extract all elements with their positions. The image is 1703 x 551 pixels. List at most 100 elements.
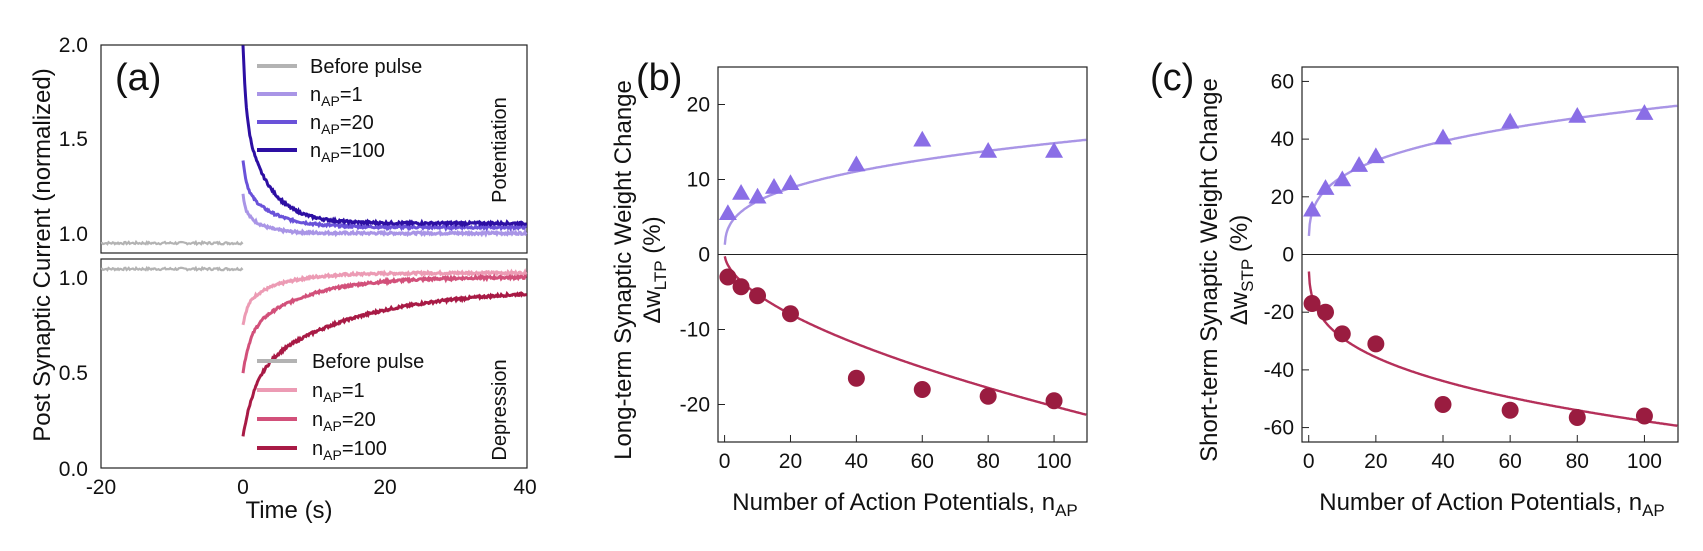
panel-b-xlabel: Number of Action Potentials, nAP [732, 489, 1078, 520]
legend-nap-20: nAP=20 [310, 112, 374, 137]
data-point-circle [1568, 408, 1586, 426]
legend-nap-100: nAP=100 [310, 140, 385, 165]
data-point-triangle [1501, 112, 1520, 129]
data-point-circle [781, 305, 799, 323]
data-point-triangle [1303, 200, 1322, 217]
data-point-triangle [1045, 142, 1064, 158]
percent-unit: (%) [639, 216, 666, 260]
panel-a-xticks: -20 0 20 40 [86, 476, 537, 499]
x-tick-label: 80 [1566, 450, 1589, 473]
data-point-circle [847, 369, 865, 387]
xlabel-text: Number of Action Potentials, n [1319, 489, 1642, 516]
data-point-triangle [1635, 104, 1654, 120]
data-point-circle [1333, 325, 1351, 343]
panel-a-bottom-ytick: 0.5 [59, 362, 88, 385]
y-tick-label: -40 [1264, 359, 1294, 382]
data-point-triangle [1434, 128, 1452, 145]
trace-nap-1 [241, 268, 528, 326]
x-tick-label: 60 [911, 450, 934, 473]
panel-a-bottom-plot: 1.0 0.5 0.0 Depression Before pulse nAP=… [59, 258, 528, 481]
delta-w-symbol: Δw [1226, 291, 1253, 325]
panel-a: Post Synaptic Current (normalized) Time … [29, 34, 537, 524]
panel-a-xtick: -20 [86, 476, 116, 499]
data-point-triangle [913, 130, 932, 147]
y-tick-label: 0 [1282, 244, 1294, 267]
panel-c-plot: 60 40 20 0 -20 -40 -60 0 20 40 60 80 100 [1264, 70, 1678, 473]
data-point-circle [979, 387, 997, 405]
data-point-circle [1434, 396, 1452, 413]
panel-c-xlabel: Number of Action Potentials, nAP [1319, 489, 1665, 520]
panel-a-ylabel: Post Synaptic Current (normalized) [29, 68, 56, 441]
panel-a-bottom-legend: Before pulse nAP=1 nAP=20 nAP=100 [257, 351, 424, 463]
panel-a-xlabel: Time (s) [245, 497, 332, 524]
y-tick-label: -20 [1264, 301, 1294, 324]
panel-a-top-ytick: 1.5 [59, 128, 88, 151]
y-tick-label: 10 [687, 169, 710, 192]
ltp-subscript: LTP [651, 260, 670, 290]
trace-nap-100 [241, 290, 527, 437]
panel-b-label: (b) [636, 57, 682, 99]
data-point-triangle [718, 204, 737, 220]
data-point-triangle [1350, 156, 1369, 172]
fit-curve-stp- [1307, 271, 1678, 427]
x-tick-label: 40 [1431, 450, 1454, 473]
x-tick-label: 100 [1037, 450, 1072, 473]
ap-subscript: AP [1055, 501, 1078, 520]
data-point-circle [749, 287, 767, 305]
x-tick-label: 80 [976, 450, 999, 473]
y-tick-label: -20 [680, 394, 710, 417]
panel-a-bottom-series [100, 265, 528, 437]
y-tick-label: 0 [698, 244, 710, 267]
panel-c-label: (c) [1150, 57, 1194, 99]
panel-a-top-frame [100, 44, 528, 254]
trace-nap-20 [241, 273, 527, 374]
panel-a-bottom-ytick: 1.0 [59, 267, 88, 290]
data-point-circle [913, 381, 931, 398]
x-tick-label: 20 [1364, 450, 1387, 473]
fit-curve-ltd [723, 256, 1087, 416]
data-point-circle [1367, 335, 1385, 353]
panel-a-top-series [100, 45, 528, 247]
trace-nap-100 [241, 45, 527, 228]
data-point-circle [1635, 407, 1653, 425]
data-point-triangle [1568, 107, 1587, 123]
trace-nap-20 [241, 160, 527, 233]
legend-before-pulse: Before pulse [312, 351, 424, 373]
panel-a-xtick: 0 [237, 476, 249, 499]
panel-b-ylabel-line1: Long-term Synaptic Weight Change [610, 80, 637, 460]
trace-nap-1 [241, 193, 528, 238]
panel-a-xtick: 20 [373, 476, 396, 499]
y-tick-label: -60 [1264, 417, 1294, 440]
panel-a-top-ytick: 2.0 [59, 34, 88, 57]
panel-a-label: (a) [115, 57, 161, 99]
legend-before-pulse: Before pulse [310, 56, 422, 78]
data-point-triangle [732, 184, 751, 200]
data-point-circle [719, 268, 737, 286]
y-tick-label: -10 [680, 319, 710, 342]
xlabel-text: Number of Action Potentials, n [732, 489, 1055, 516]
legend-nap-1: nAP=1 [310, 84, 363, 109]
panel-a-depression-label: Depression [489, 359, 511, 460]
x-tick-label: 0 [1303, 450, 1315, 473]
panel-b: (b) Long-term Synaptic Weight Change ΔwL… [610, 57, 1088, 520]
data-point-circle [1501, 401, 1519, 419]
panel-a-potentiation-label: Potentiation [489, 97, 511, 203]
data-point-triangle [748, 187, 767, 204]
x-tick-label: 60 [1498, 450, 1521, 473]
x-tick-label: 20 [779, 450, 802, 473]
legend-nap-1: nAP=1 [312, 380, 365, 405]
panel-a-top-plot: 2.0 1.5 1.0 Potentiation Before pulse nA… [59, 34, 528, 254]
trace-before-pulse [100, 239, 244, 247]
percent-unit: (%) [1226, 215, 1253, 259]
data-point-triangle [781, 174, 800, 190]
panel-a-bottom-ytick: 0.0 [59, 458, 88, 481]
data-point-triangle [1316, 179, 1335, 195]
stp-subscript: STP [1238, 259, 1257, 292]
y-tick-label: 60 [1271, 70, 1294, 93]
panel-c: (c) Short-term Synaptic Weight Change Δw… [1150, 57, 1679, 520]
data-point-triangle [847, 155, 866, 172]
panel-b-ylabel-line2: ΔwLTP (%) [639, 216, 670, 323]
trace-before-pulse [100, 265, 244, 272]
data-point-circle [1045, 392, 1063, 410]
